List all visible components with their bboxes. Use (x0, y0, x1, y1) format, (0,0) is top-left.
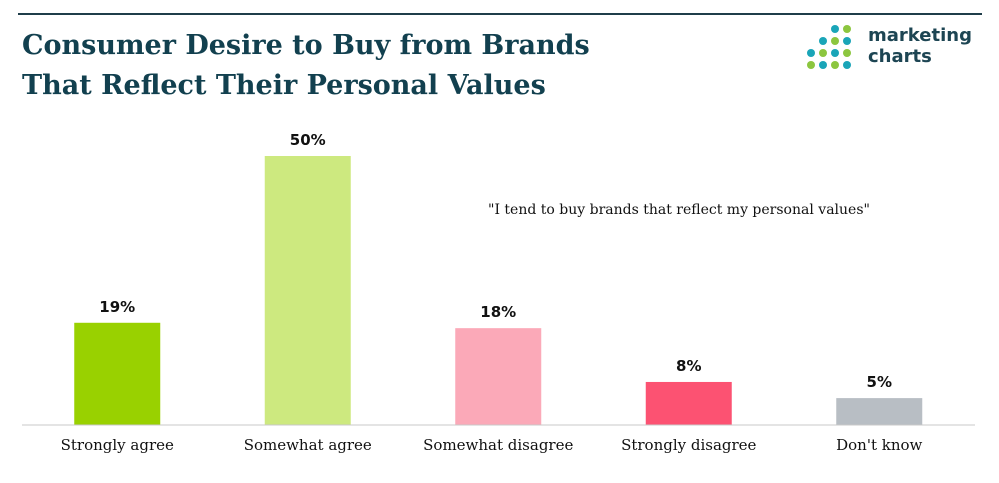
logo-dot (831, 61, 839, 69)
chart-title: Consumer Desire to Buy from Brands That … (22, 26, 590, 106)
logo-dot (807, 49, 815, 57)
data-label: 50% (290, 131, 326, 149)
bar-somewhat-agree (264, 156, 351, 425)
logo-dot (843, 25, 851, 33)
category-label: Strongly agree (61, 436, 174, 454)
logo-dots-icon (807, 25, 851, 69)
logo-dot (843, 37, 851, 45)
chart-title-line-1: Consumer Desire to Buy from Brands (22, 30, 590, 61)
marketing-charts-logo: marketing charts (806, 24, 986, 74)
logo-dot (819, 49, 827, 57)
data-label: 5% (867, 373, 892, 391)
logo-dot (819, 61, 827, 69)
chart-title-line-2: That Reflect Their Personal Values (22, 70, 546, 101)
logo-dot (843, 49, 851, 57)
bar-somewhat-disagree (455, 328, 542, 425)
category-label: Don't know (836, 436, 922, 454)
category-label: Strongly disagree (621, 436, 756, 454)
logo-text-line-1: marketing (868, 25, 972, 46)
bar-don-t-know (836, 398, 923, 425)
category-label: Somewhat disagree (423, 436, 573, 454)
data-label: 8% (676, 357, 701, 375)
data-label: 19% (99, 298, 135, 316)
bar-strongly-disagree (645, 381, 732, 425)
logo-dot (831, 37, 839, 45)
category-label: Somewhat agree (244, 436, 372, 454)
logo-dot (831, 49, 839, 57)
top-rule (18, 13, 982, 15)
logo-dot (831, 25, 839, 33)
chart-annotation: "I tend to buy brands that reflect my pe… (488, 202, 870, 218)
data-label: 18% (480, 303, 516, 321)
logo-dot (807, 61, 815, 69)
logo-text-line-2: charts (868, 46, 932, 67)
logo-dot (843, 61, 851, 69)
logo-dot (819, 37, 827, 45)
bar-strongly-agree (74, 322, 161, 425)
